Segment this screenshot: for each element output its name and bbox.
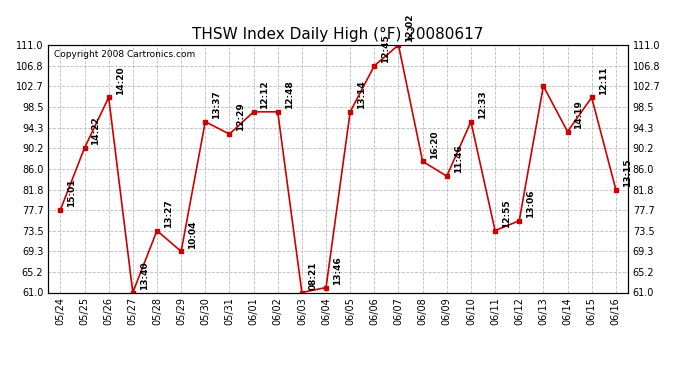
- Text: 13:40: 13:40: [140, 261, 149, 290]
- Text: Copyright 2008 Cartronics.com: Copyright 2008 Cartronics.com: [54, 50, 195, 59]
- Text: 13:15: 13:15: [623, 158, 632, 187]
- Text: 13:14: 13:14: [357, 80, 366, 109]
- Text: 12:45: 12:45: [382, 34, 391, 63]
- Text: 12:11: 12:11: [599, 66, 608, 95]
- Text: 14:22: 14:22: [92, 116, 101, 145]
- Text: 08:21: 08:21: [309, 261, 318, 290]
- Text: 13:37: 13:37: [213, 90, 221, 119]
- Text: 13:46: 13:46: [333, 256, 342, 285]
- Text: 10:04: 10:04: [188, 220, 197, 249]
- Text: 16:20: 16:20: [430, 130, 439, 159]
- Text: 13:06: 13:06: [526, 189, 535, 218]
- Text: 14:20: 14:20: [116, 66, 125, 95]
- Title: THSW Index Daily High (°F) 20080617: THSW Index Daily High (°F) 20080617: [193, 27, 484, 42]
- Text: 14:19: 14:19: [575, 100, 584, 129]
- Text: 12:12: 12:12: [261, 80, 270, 109]
- Text: 12:29: 12:29: [237, 103, 246, 131]
- Text: 15:01: 15:01: [68, 178, 77, 207]
- Text: 12:55: 12:55: [502, 199, 511, 228]
- Text: 12:02: 12:02: [406, 14, 415, 42]
- Text: 12:33: 12:33: [478, 90, 487, 119]
- Text: 11:46: 11:46: [454, 145, 463, 173]
- Text: 12:48: 12:48: [285, 80, 294, 109]
- Text: 13:27: 13:27: [164, 199, 173, 228]
